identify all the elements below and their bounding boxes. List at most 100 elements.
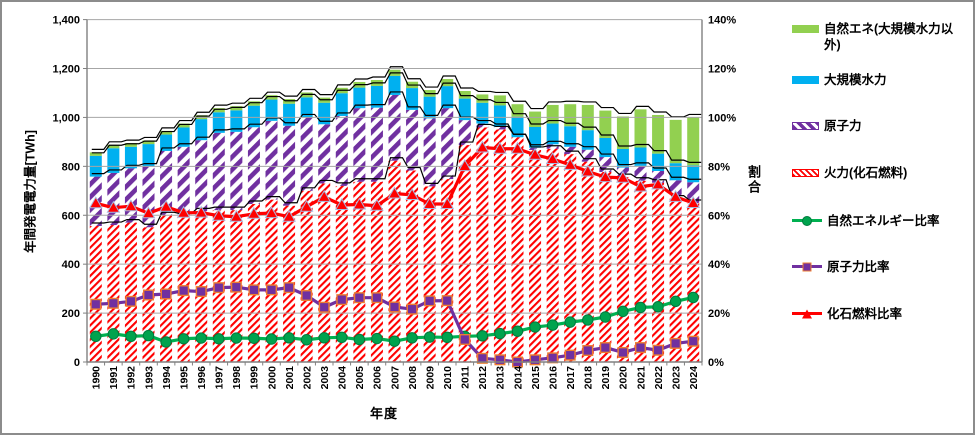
right-tick-label: 140%	[708, 15, 736, 27]
right-tick-label: 40%	[708, 259, 730, 271]
fossil-ratio-marker	[299, 199, 314, 212]
fossil-ratio-marker	[106, 200, 121, 213]
x-axis-title: 年度	[370, 406, 399, 421]
stack-boundary-shadow	[91, 72, 702, 163]
bar-segment-2018	[581, 130, 594, 150]
nuclear-ratio-marker	[564, 349, 576, 361]
renewable-ratio-marker	[529, 321, 541, 333]
triangle-marker-icon	[802, 309, 812, 318]
renewable-ratio-marker	[107, 328, 120, 340]
renewable-ratio-marker	[617, 305, 629, 318]
bar-segment-2012	[476, 102, 489, 124]
renewable-ratio-marker	[406, 332, 418, 344]
renewable-ratio-marker	[599, 311, 612, 323]
bar-segment-2003	[318, 183, 331, 362]
nuclear-ratio-marker	[125, 295, 137, 307]
fossil-ratio-marker	[422, 196, 437, 209]
bar-segment-1994	[160, 134, 173, 151]
fossil-ratio-marker	[440, 196, 455, 209]
nuclear-ratio-marker	[424, 295, 436, 307]
year-label: 2014	[512, 366, 524, 390]
bar-segment-2017	[564, 104, 577, 127]
bar-segment-1996	[195, 140, 208, 212]
fossil-ratio-marker	[387, 186, 402, 199]
nuclear-ratio-marker	[318, 301, 330, 313]
legend-swatch-nuclear	[792, 122, 819, 130]
fossil-ratio-marker	[124, 199, 138, 212]
legend-line-swatch	[792, 259, 822, 274]
bar-segment-2012	[476, 127, 489, 363]
legend-swatch-renewables	[792, 25, 819, 33]
fossil-ratio-marker	[668, 189, 683, 202]
bar-segment-1999	[247, 204, 260, 362]
year-label: 1990	[91, 366, 103, 390]
bar-segment-2023	[669, 119, 682, 164]
bar-segment-2024	[687, 182, 700, 204]
legend-label: 自然エネ(大規模水力以外)	[824, 22, 954, 53]
bar-segment-2023	[669, 198, 682, 362]
renewable-ratio-marker	[371, 332, 383, 345]
bar-segment-2019	[599, 171, 612, 362]
bar-segment-2007	[388, 94, 401, 161]
year-label: 2005	[354, 366, 366, 390]
nuclear-ratio-marker	[266, 284, 278, 296]
nuclear-ratio-marker	[353, 292, 365, 304]
bar-segment-2016	[546, 148, 559, 362]
fossil-ratio-marker	[563, 157, 578, 170]
bar-segment-2006	[370, 85, 383, 108]
renewable-ratio-marker	[160, 336, 172, 348]
bar-segment-2010	[441, 108, 454, 180]
year-label: 2002	[301, 366, 313, 390]
year-label: 2018	[583, 366, 595, 390]
bar-segment-1993	[142, 140, 155, 145]
year-label: 2003	[319, 366, 331, 390]
fossil-ratio-marker	[282, 209, 296, 222]
stack-boundary-shadow	[91, 91, 702, 180]
nuclear-ratio-marker	[582, 345, 594, 357]
fossil-ratio-marker	[510, 141, 525, 154]
bar-segment-2005	[353, 87, 366, 109]
year-label: 1995	[178, 366, 190, 390]
bar-segment-1994	[160, 150, 173, 216]
fossil-ratio-marker	[88, 196, 103, 209]
left-tick-label: 400	[62, 259, 80, 271]
nuclear-ratio-marker	[213, 282, 225, 294]
bar-segment-2002	[300, 117, 313, 191]
bar-segment-2006	[370, 107, 383, 182]
nuclear-ratio-marker	[670, 337, 682, 349]
left-tick-label: 1,200	[52, 64, 80, 76]
bar-segment-1990	[89, 226, 102, 362]
legend-item-renewables: 自然エネ(大規模水力以外)	[792, 21, 968, 54]
legend-item-nuclear: 原子力	[792, 118, 968, 134]
renewable-ratio-marker	[634, 301, 647, 314]
bar-segment-1993	[142, 144, 155, 167]
year-label: 1991	[108, 366, 120, 390]
bar-segment-2016	[546, 123, 559, 145]
year-label: 2024	[688, 366, 700, 390]
renewable-ratio-marker	[476, 330, 489, 342]
legend-item-fossil: 火力(化石燃料)	[792, 165, 968, 181]
legend-label: 火力(化石燃料)	[824, 166, 908, 180]
year-label: 1998	[231, 366, 243, 390]
right-tick-label: 60%	[708, 210, 730, 222]
bar-segment-1999	[247, 105, 260, 128]
bar-segment-2022	[652, 170, 665, 183]
left-axis-title: 年間発電電力量[TWh]	[23, 130, 38, 253]
bar-segment-1998	[230, 110, 243, 132]
bar-segment-1995	[177, 127, 190, 147]
bar-segment-1998	[230, 106, 243, 111]
bar-segment-2021	[634, 180, 647, 362]
bar-segment-2013	[493, 95, 506, 106]
legend-item-fossil-ratio: 化石燃料比率	[792, 306, 971, 322]
renewable-ratio-marker	[546, 319, 559, 331]
fossil-ratio-marker	[405, 187, 419, 200]
renewable-ratio-marker	[669, 295, 682, 308]
bar-segment-1992	[124, 146, 137, 169]
left-tick-label: 200	[62, 308, 80, 320]
bar-segment-1995	[177, 123, 190, 128]
bar-segment-2019	[599, 157, 612, 172]
year-label: 2015	[530, 366, 542, 390]
bar-segment-2006	[370, 181, 383, 362]
bar-segment-2000	[265, 95, 278, 100]
